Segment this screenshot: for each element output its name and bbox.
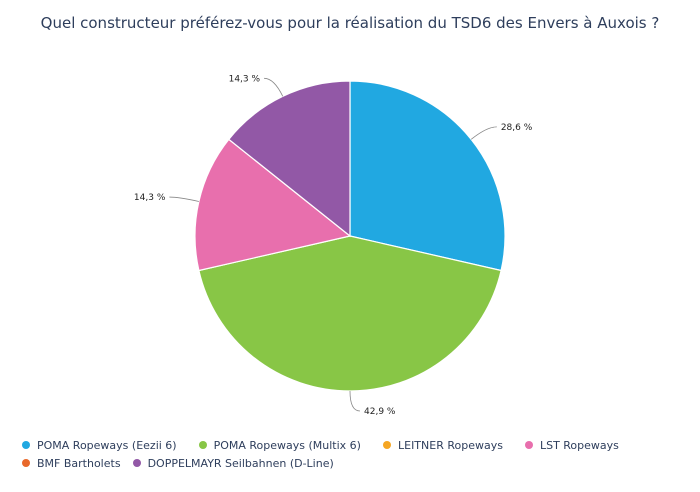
legend-swatch	[22, 441, 30, 449]
legend-label: LEITNER Ropeways	[397, 438, 503, 452]
pie-data-labels: 28,6 % 42,9 % 14,3 % 14,3 %	[134, 74, 533, 417]
label-connector	[349, 390, 361, 412]
data-label: 28,6 %	[501, 123, 533, 133]
label-connector	[470, 126, 497, 140]
legend-item-leitner[interactable]: LEITNER Ropeways	[382, 438, 503, 452]
legend-swatch	[382, 441, 391, 449]
pie-slice[interactable]	[194, 138, 352, 272]
chart-title: Quel constructeur préférez-vous pour la …	[40, 14, 660, 32]
legend-item-poma-multix[interactable]: POMA Ropeways (Multix 6)	[198, 438, 361, 452]
label-connector	[169, 196, 199, 202]
legend-swatch	[22, 459, 30, 467]
legend-swatch	[524, 441, 533, 449]
legend-item-doppelmayr[interactable]: DOPPELMAYR Seilbahnen (D-Line)	[132, 456, 334, 470]
legend-item-poma-eezii[interactable]: POMA Ropeways (Eezii 6)	[22, 439, 177, 452]
data-label: 14,3 %	[229, 74, 261, 84]
legend-label: POMA Ropeways (Multix 6)	[213, 438, 361, 452]
pie-slice[interactable]	[227, 80, 351, 238]
legend-label: LST Ropeways	[539, 438, 619, 452]
legend-label: BMF Bartholets	[37, 456, 121, 470]
data-label: 14,3 %	[134, 193, 166, 203]
legend-swatch	[198, 441, 207, 449]
legend-item-lst[interactable]: LST Ropeways	[524, 438, 619, 452]
legend-item-bmf[interactable]: BMF Bartholets	[22, 457, 121, 470]
legend-row-1: POMA Ropeways (Eezii 6) POMA Ropeways (M…	[22, 436, 682, 454]
label-connector	[264, 77, 284, 97]
legend-label: DOPPELMAYR Seilbahnen (D-Line)	[147, 456, 334, 470]
pie-slice[interactable]	[349, 80, 506, 272]
legend-label: POMA Ropeways (Eezii 6)	[37, 438, 177, 452]
legend-row-2: BMF Bartholets DOPPELMAYR Seilbahnen (D-…	[22, 454, 682, 472]
pie-slice[interactable]	[198, 235, 502, 392]
pie-slices	[194, 80, 506, 392]
data-label: 42,9 %	[364, 407, 396, 417]
legend-swatch	[132, 459, 141, 467]
legend: POMA Ropeways (Eezii 6) POMA Ropeways (M…	[22, 436, 682, 472]
